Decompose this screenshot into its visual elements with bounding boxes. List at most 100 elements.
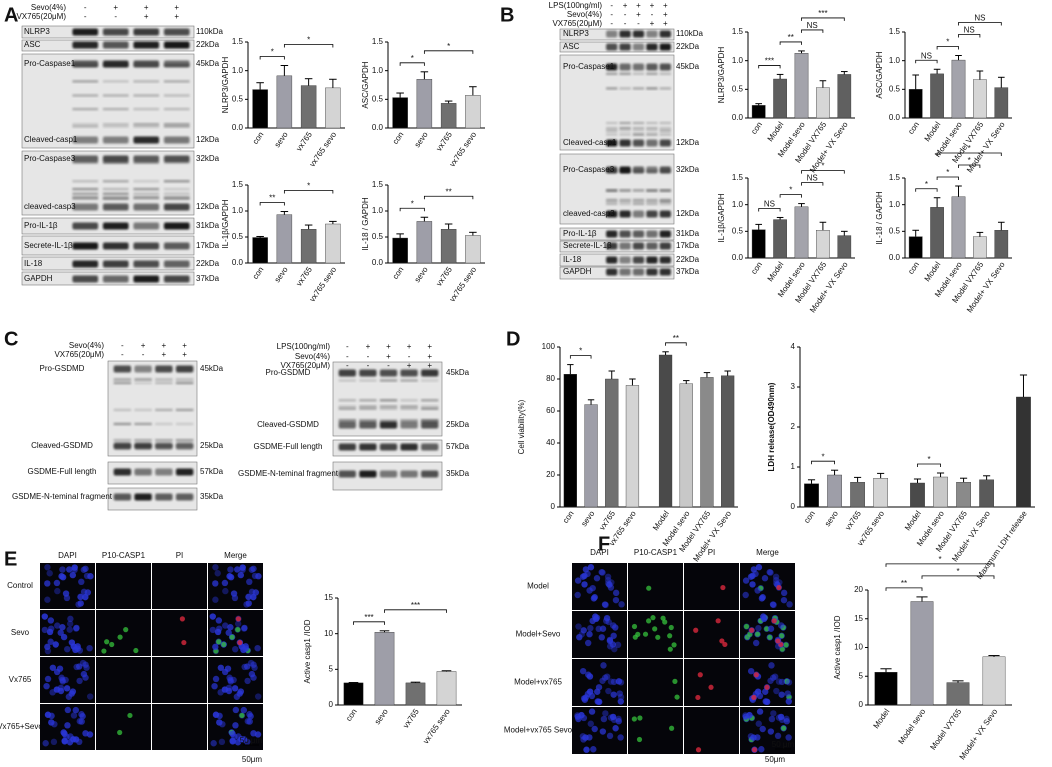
nucleus (42, 740, 49, 747)
nucleus (598, 634, 605, 641)
blot-band (338, 421, 356, 429)
bar (794, 206, 809, 259)
y-axis-label: IL-18 / GAPDH (875, 191, 884, 245)
nucleus (240, 706, 248, 714)
nucleus (72, 706, 80, 714)
blot-band (646, 139, 658, 147)
nucleus (758, 746, 765, 753)
nucleus (604, 576, 612, 584)
pi-signal (181, 639, 187, 646)
significance-label: * (925, 180, 928, 189)
bar (973, 236, 987, 259)
nucleus (229, 737, 236, 744)
blot-background-band (338, 379, 356, 382)
blot-background-band (133, 122, 160, 126)
nucleus (610, 632, 617, 639)
y-axis-label: NLRP3/GAPDH (717, 47, 726, 104)
band-label: ASC (24, 40, 41, 49)
treatment-sign: + (650, 19, 655, 28)
treatment-sign: - (367, 361, 370, 370)
significance-bracket (921, 575, 995, 579)
blot-band (659, 166, 671, 174)
y-axis-label: IL-1β/GAPDH (221, 199, 230, 248)
nucleus (221, 668, 229, 676)
blot-band (72, 155, 99, 163)
significance-label: * (411, 199, 414, 208)
nucleus (222, 587, 229, 595)
nucleus (212, 596, 219, 603)
y-tick-label: 0.0 (372, 258, 384, 267)
bar (751, 229, 766, 259)
band-size: 12kDa (196, 202, 220, 211)
blot-band (155, 442, 173, 450)
blot-background-band (421, 399, 439, 402)
nucleus (57, 629, 64, 636)
blot-background-band (72, 80, 99, 83)
band-label: Pro-GSDMD (266, 368, 311, 377)
significance-label: * (956, 567, 959, 576)
nucleus (754, 688, 762, 695)
blot-background-band (163, 196, 190, 199)
nucleus (234, 620, 242, 627)
treatment-sign: + (636, 1, 641, 10)
blot-band (102, 60, 129, 68)
blot-background-band (163, 122, 190, 126)
nucleus (582, 694, 590, 701)
blot-background-band (175, 378, 194, 381)
blot-background-band (659, 202, 671, 206)
y-tick-label: 1.0 (732, 56, 744, 65)
blot-band (619, 30, 631, 38)
nucleus (754, 587, 761, 594)
nucleus (610, 716, 618, 724)
nucleus (44, 580, 51, 587)
nucleus (86, 731, 94, 738)
casp1-signal (674, 694, 680, 700)
band-size: 110kDa (676, 29, 704, 38)
blot-background-band (102, 192, 129, 196)
y-tick-label: 1.5 (372, 37, 384, 46)
blot-background-band (646, 133, 658, 136)
row-label: Model+Sevo (516, 630, 561, 639)
nucleus (254, 693, 262, 700)
casp1-signal (117, 729, 123, 736)
nucleus (749, 572, 756, 580)
y-tick-label: 2 (791, 422, 796, 431)
nucleus (68, 639, 76, 646)
significance-bracket (915, 188, 938, 192)
blot-band (359, 369, 377, 377)
blot-band (163, 28, 190, 36)
blot-band (606, 268, 618, 276)
blot-background-band (134, 408, 152, 412)
nucleus (595, 684, 603, 691)
significance-label: *** (364, 613, 373, 622)
blot-background-band (72, 161, 99, 165)
blot-background-band (659, 87, 671, 90)
nucleus (747, 733, 755, 740)
blot-background-band (379, 399, 398, 402)
nucleus (609, 622, 617, 629)
significance-bracket (801, 17, 845, 21)
blot-band (606, 30, 618, 38)
nucleus (212, 564, 219, 571)
band-label: Pro-IL-1β (24, 221, 58, 230)
blot-band (659, 63, 671, 71)
nucleus (209, 626, 217, 634)
nucleus (767, 569, 774, 576)
band-size: 22kDa (196, 259, 220, 268)
treatment-sign: + (407, 342, 412, 351)
blot-band (379, 369, 398, 377)
treatment-sign: + (623, 1, 628, 10)
nucleus (76, 738, 83, 746)
micrograph (96, 563, 151, 609)
micrograph (96, 610, 151, 656)
nucleus (237, 571, 245, 579)
significance-bracket (758, 208, 781, 212)
casp1-signal (784, 678, 790, 684)
nucleus (761, 575, 769, 582)
significance-label: * (927, 455, 930, 464)
pi-signal (722, 641, 728, 648)
bar (827, 474, 842, 508)
nucleus (584, 639, 592, 647)
casp1-signal (660, 615, 666, 621)
band-label: Pro-Caspase1 (24, 59, 76, 68)
